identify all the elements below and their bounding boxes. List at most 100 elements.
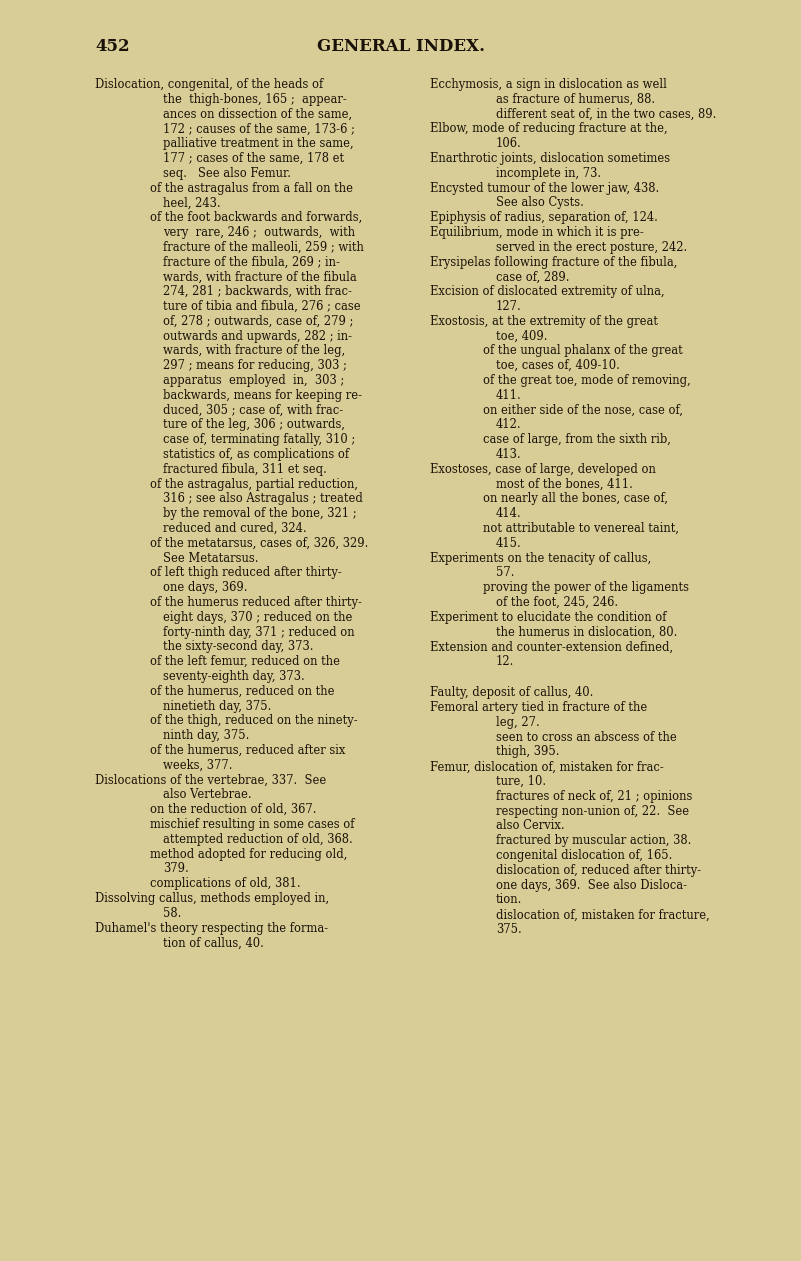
Text: on either side of the nose, case of,: on either side of the nose, case of, <box>483 404 683 416</box>
Text: seen to cross an abscess of the: seen to cross an abscess of the <box>496 730 677 744</box>
Text: 172 ; causes of the same, 173-6 ;: 172 ; causes of the same, 173-6 ; <box>163 122 355 135</box>
Text: 411.: 411. <box>496 388 521 402</box>
Text: Dislocation, congenital, of the heads of: Dislocation, congenital, of the heads of <box>95 78 324 91</box>
Text: Excision of dislocated extremity of ulna,: Excision of dislocated extremity of ulna… <box>430 285 665 298</box>
Text: ture of the leg, 306 ; outwards,: ture of the leg, 306 ; outwards, <box>163 419 345 431</box>
Text: Dislocations of the vertebrae, 337.  See: Dislocations of the vertebrae, 337. See <box>95 773 326 787</box>
Text: of the humerus, reduced after six: of the humerus, reduced after six <box>150 744 345 757</box>
Text: congenital dislocation of, 165.: congenital dislocation of, 165. <box>496 849 672 863</box>
Text: Elbow, mode of reducing fracture at the,: Elbow, mode of reducing fracture at the, <box>430 122 667 135</box>
Text: attempted reduction of old, 368.: attempted reduction of old, 368. <box>163 832 352 846</box>
Text: forty-ninth day, 371 ; reduced on: forty-ninth day, 371 ; reduced on <box>163 625 355 638</box>
Text: case of, terminating fatally, 310 ;: case of, terminating fatally, 310 ; <box>163 434 356 446</box>
Text: the humerus in dislocation, 80.: the humerus in dislocation, 80. <box>496 625 678 638</box>
Text: very  rare, 246 ;  outwards,  with: very rare, 246 ; outwards, with <box>163 226 355 240</box>
Text: fractured by muscular action, 38.: fractured by muscular action, 38. <box>496 835 691 847</box>
Text: also Cervix.: also Cervix. <box>496 820 565 832</box>
Text: ture of tibia and fibula, 276 ; case: ture of tibia and fibula, 276 ; case <box>163 300 360 313</box>
Text: of the astragalus from a fall on the: of the astragalus from a fall on the <box>150 182 353 194</box>
Text: by the removal of the bone, 321 ;: by the removal of the bone, 321 ; <box>163 507 356 521</box>
Text: Dissolving callus, methods employed in,: Dissolving callus, methods employed in, <box>95 892 329 905</box>
Text: 379.: 379. <box>163 863 189 875</box>
Text: of the metatarsus, cases of, 326, 329.: of the metatarsus, cases of, 326, 329. <box>150 537 368 550</box>
Text: Experiments on the tenacity of callus,: Experiments on the tenacity of callus, <box>430 551 651 565</box>
Text: Enarthrotic joints, dislocation sometimes: Enarthrotic joints, dislocation sometime… <box>430 153 670 165</box>
Text: Equilibrium, mode in which it is pre-: Equilibrium, mode in which it is pre- <box>430 226 644 240</box>
Text: respecting non-union of, 22.  See: respecting non-union of, 22. See <box>496 805 689 817</box>
Text: of the great toe, mode of removing,: of the great toe, mode of removing, <box>483 375 690 387</box>
Text: apparatus  employed  in,  303 ;: apparatus employed in, 303 ; <box>163 375 344 387</box>
Text: Epiphysis of radius, separation of, 124.: Epiphysis of radius, separation of, 124. <box>430 211 658 224</box>
Text: palliative treatment in the same,: palliative treatment in the same, <box>163 137 353 150</box>
Text: of the humerus reduced after thirty-: of the humerus reduced after thirty- <box>150 596 362 609</box>
Text: Faulty, deposit of callus, 40.: Faulty, deposit of callus, 40. <box>430 686 594 700</box>
Text: seq.   See also Femur.: seq. See also Femur. <box>163 166 291 180</box>
Text: most of the bones, 411.: most of the bones, 411. <box>496 478 633 491</box>
Text: fracture of the malleoli, 259 ; with: fracture of the malleoli, 259 ; with <box>163 241 364 253</box>
Text: toe, 409.: toe, 409. <box>496 329 548 343</box>
Text: of left thigh reduced after thirty-: of left thigh reduced after thirty- <box>150 566 342 579</box>
Text: different seat of, in the two cases, 89.: different seat of, in the two cases, 89. <box>496 107 716 121</box>
Text: method adopted for reducing old,: method adopted for reducing old, <box>150 847 348 860</box>
Text: heel, 243.: heel, 243. <box>163 197 220 209</box>
Text: 177 ; cases of the same, 178 et: 177 ; cases of the same, 178 et <box>163 153 344 165</box>
Text: backwards, means for keeping re-: backwards, means for keeping re- <box>163 388 362 402</box>
Text: 57.: 57. <box>496 566 514 579</box>
Text: mischief resulting in some cases of: mischief resulting in some cases of <box>150 818 355 831</box>
Text: case of large, from the sixth rib,: case of large, from the sixth rib, <box>483 434 671 446</box>
Text: Encysted tumour of the lower jaw, 438.: Encysted tumour of the lower jaw, 438. <box>430 182 659 194</box>
Text: wards, with fracture of the fibula: wards, with fracture of the fibula <box>163 270 356 284</box>
Text: leg, 27.: leg, 27. <box>496 716 540 729</box>
Text: tion of callus, 40.: tion of callus, 40. <box>163 937 264 950</box>
Text: Erysipelas following fracture of the fibula,: Erysipelas following fracture of the fib… <box>430 256 678 269</box>
Text: dislocation of, mistaken for fracture,: dislocation of, mistaken for fracture, <box>496 908 710 922</box>
Text: ninth day, 375.: ninth day, 375. <box>163 729 249 743</box>
Text: ances on dissection of the same,: ances on dissection of the same, <box>163 107 352 121</box>
Text: 413.: 413. <box>496 448 521 462</box>
Text: Extension and counter-extension defined,: Extension and counter-extension defined, <box>430 641 673 653</box>
Text: 274, 281 ; backwards, with frac-: 274, 281 ; backwards, with frac- <box>163 285 352 298</box>
Text: eight days, 370 ; reduced on the: eight days, 370 ; reduced on the <box>163 610 352 624</box>
Text: weeks, 377.: weeks, 377. <box>163 759 232 772</box>
Text: of the left femur, reduced on the: of the left femur, reduced on the <box>150 656 340 668</box>
Text: as fracture of humerus, 88.: as fracture of humerus, 88. <box>496 93 655 106</box>
Text: tion.: tion. <box>496 894 522 907</box>
Text: complications of old, 381.: complications of old, 381. <box>150 878 300 890</box>
Text: incomplete in, 73.: incomplete in, 73. <box>496 166 601 180</box>
Text: one days, 369.: one days, 369. <box>163 581 248 594</box>
Text: fractured fibula, 311 et seq.: fractured fibula, 311 et seq. <box>163 463 327 475</box>
Text: thigh, 395.: thigh, 395. <box>496 745 560 758</box>
Text: GENERAL INDEX.: GENERAL INDEX. <box>317 38 485 55</box>
Text: 415.: 415. <box>496 537 521 550</box>
Text: of the humerus, reduced on the: of the humerus, reduced on the <box>150 685 335 697</box>
Text: ninetieth day, 375.: ninetieth day, 375. <box>163 700 272 712</box>
Text: of the foot, 245, 246.: of the foot, 245, 246. <box>496 596 618 609</box>
Text: Ecchymosis, a sign in dislocation as well: Ecchymosis, a sign in dislocation as wel… <box>430 78 667 91</box>
Text: on nearly all the bones, case of,: on nearly all the bones, case of, <box>483 492 668 506</box>
Text: Femoral artery tied in fracture of the: Femoral artery tied in fracture of the <box>430 701 647 714</box>
Text: See Metatarsus.: See Metatarsus. <box>163 551 259 565</box>
Text: 414.: 414. <box>496 507 521 521</box>
Text: dislocation of, reduced after thirty-: dislocation of, reduced after thirty- <box>496 864 701 876</box>
Text: fracture of the fibula, 269 ; in-: fracture of the fibula, 269 ; in- <box>163 256 340 269</box>
Text: the  thigh-bones, 165 ;  appear-: the thigh-bones, 165 ; appear- <box>163 93 347 106</box>
Text: Femur, dislocation of, mistaken for frac-: Femur, dislocation of, mistaken for frac… <box>430 760 664 773</box>
Text: 452: 452 <box>95 38 130 55</box>
Text: toe, cases of, 409-10.: toe, cases of, 409-10. <box>496 359 620 372</box>
Text: 106.: 106. <box>496 137 521 150</box>
Text: 297 ; means for reducing, 303 ;: 297 ; means for reducing, 303 ; <box>163 359 347 372</box>
Text: of the astragalus, partial reduction,: of the astragalus, partial reduction, <box>150 478 358 491</box>
Text: statistics of, as complications of: statistics of, as complications of <box>163 448 349 462</box>
Text: of the foot backwards and forwards,: of the foot backwards and forwards, <box>150 211 362 224</box>
Text: Exostosis, at the extremity of the great: Exostosis, at the extremity of the great <box>430 315 658 328</box>
Text: 412.: 412. <box>496 419 521 431</box>
Text: See also Cysts.: See also Cysts. <box>496 197 584 209</box>
Text: reduced and cured, 324.: reduced and cured, 324. <box>163 522 307 535</box>
Text: of the thigh, reduced on the ninety-: of the thigh, reduced on the ninety- <box>150 715 357 728</box>
Text: Exostoses, case of large, developed on: Exostoses, case of large, developed on <box>430 463 656 475</box>
Text: outwards and upwards, 282 ; in-: outwards and upwards, 282 ; in- <box>163 329 352 343</box>
Text: on the reduction of old, 367.: on the reduction of old, 367. <box>150 803 316 816</box>
Text: 58.: 58. <box>163 907 181 919</box>
Text: 127.: 127. <box>496 300 521 313</box>
Text: case of, 289.: case of, 289. <box>496 270 570 284</box>
